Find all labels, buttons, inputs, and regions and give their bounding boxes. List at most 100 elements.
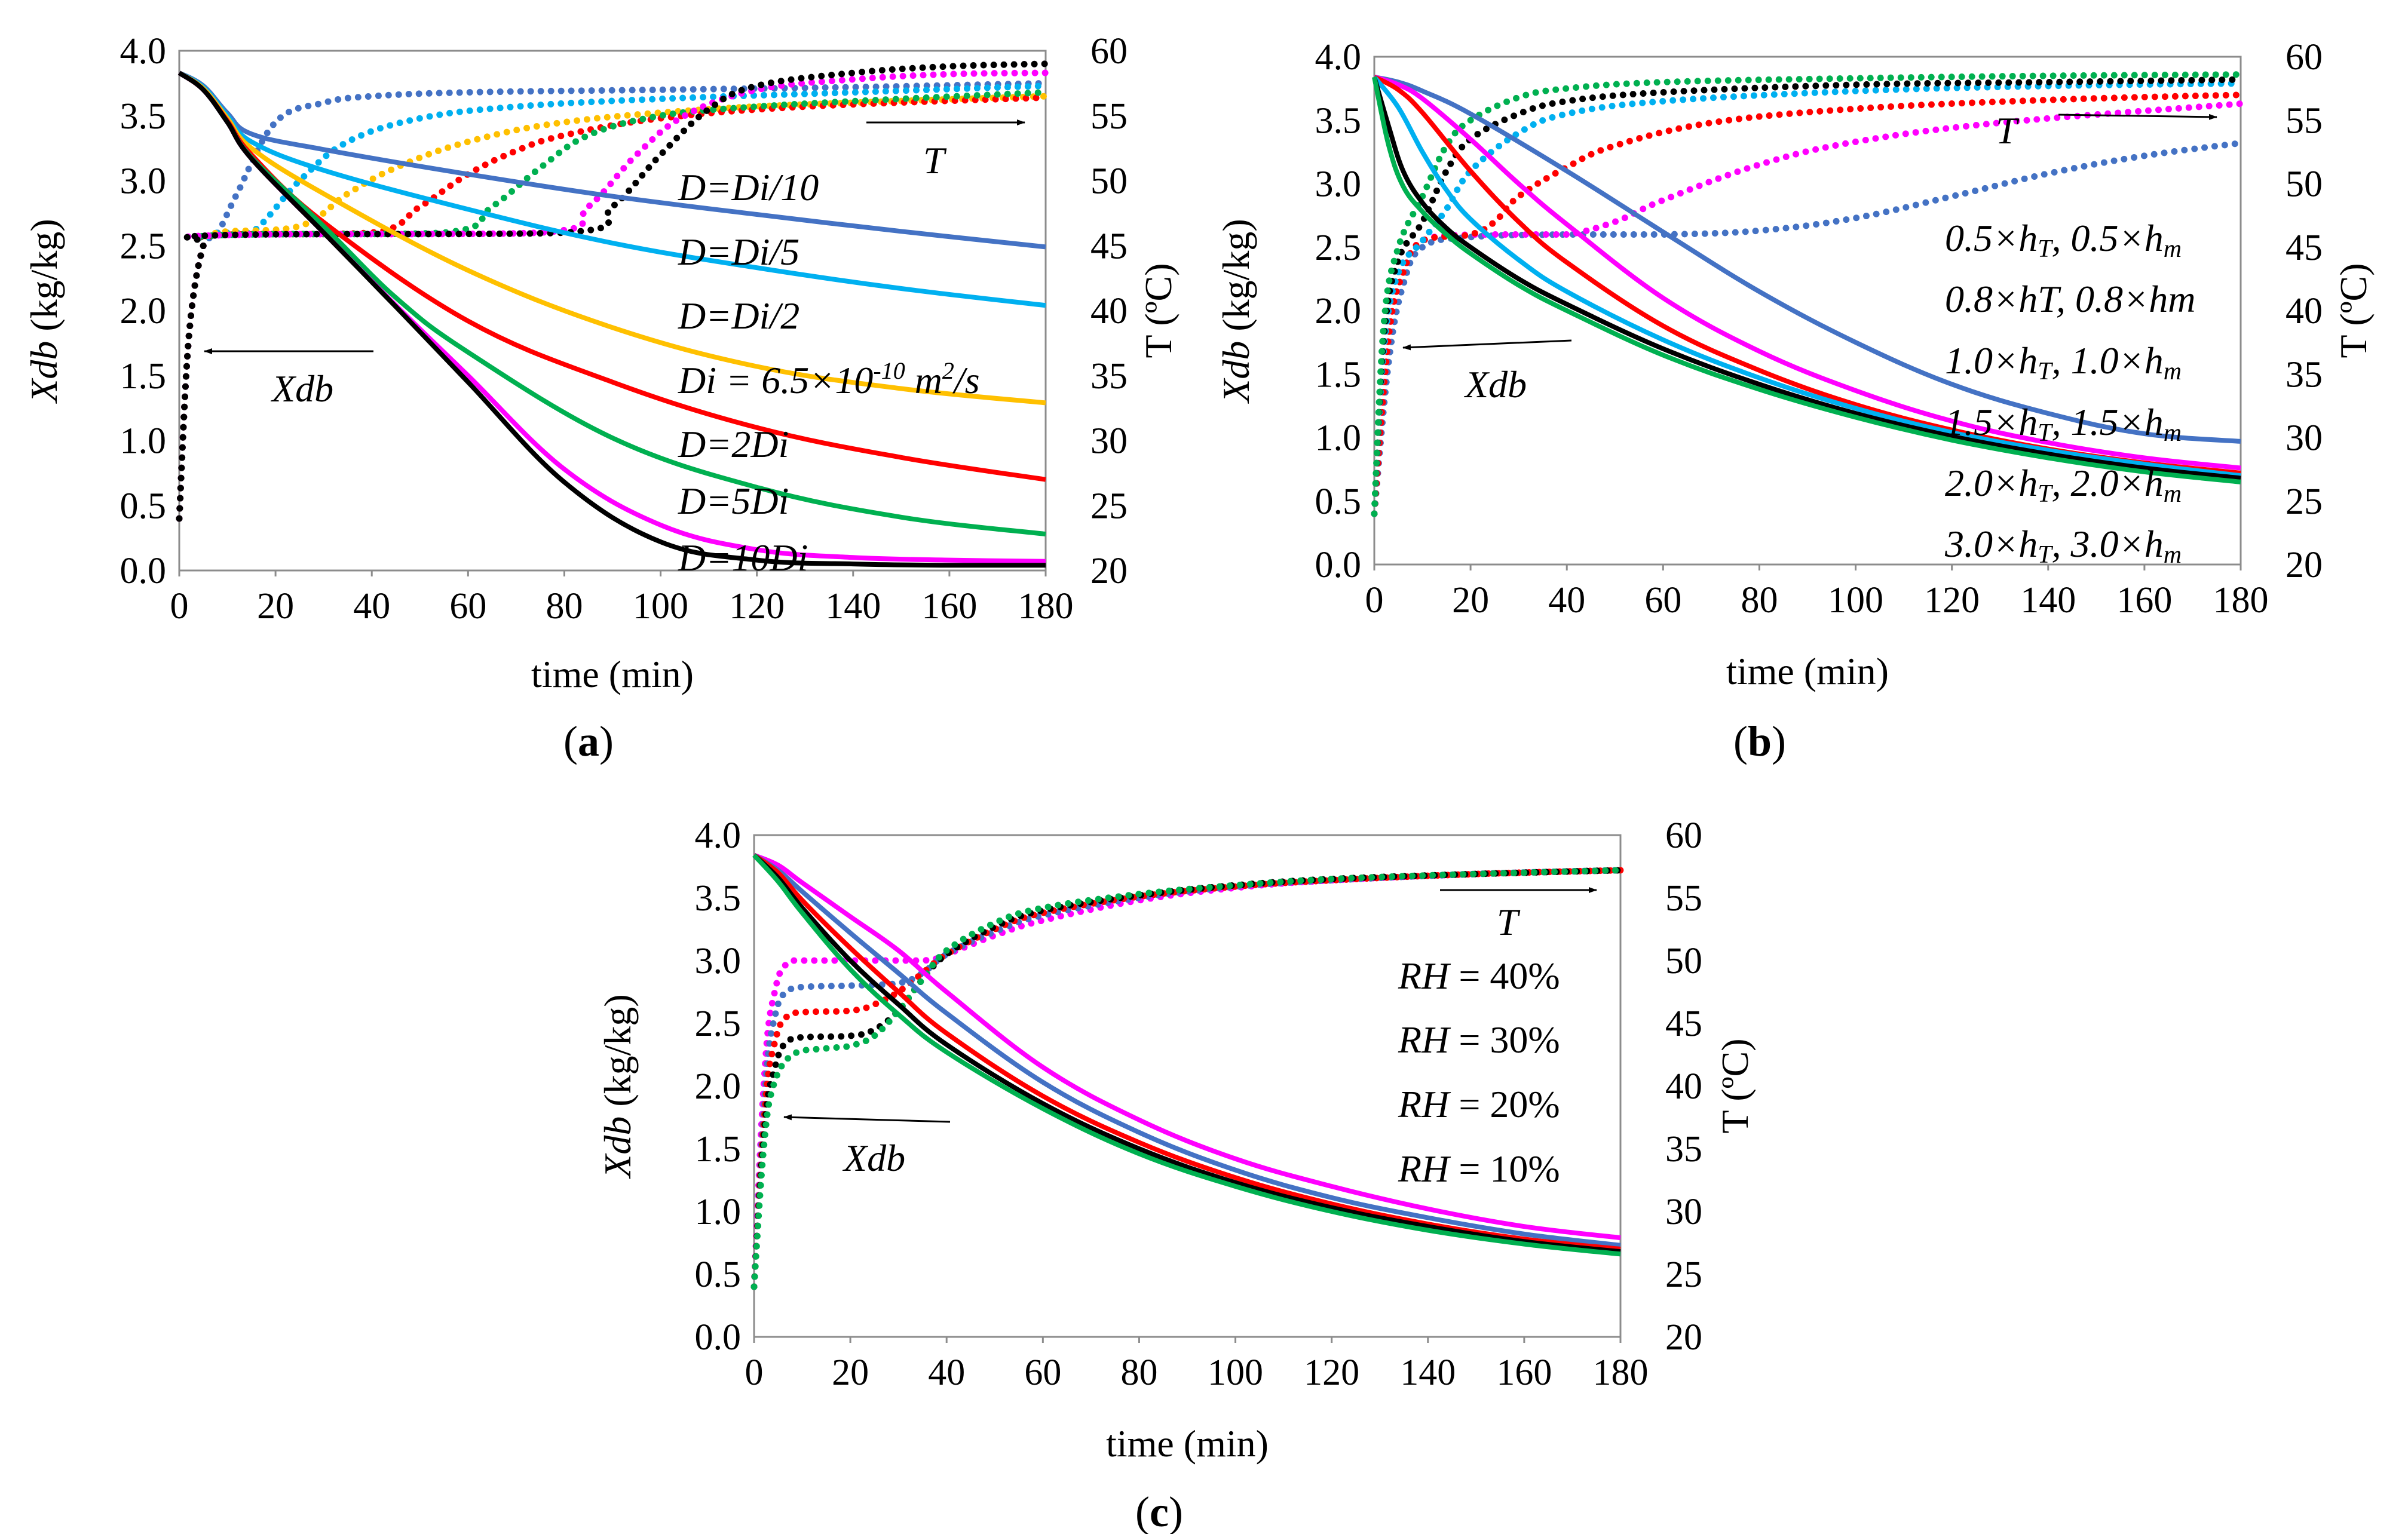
x-tick-label-b-7: 140 xyxy=(2020,580,2076,621)
y-right-tick-label-a-2: 30 xyxy=(1090,421,1128,462)
x-tick-label-c-7: 140 xyxy=(1400,1352,1456,1393)
temperature-series-a-6 xyxy=(176,60,1049,522)
y-axis-label-right-a: T (ºC) xyxy=(1137,263,1180,358)
y-left-tick-label-c-5: 2.5 xyxy=(695,1004,742,1044)
y-left-tick-label-a-5: 2.5 xyxy=(120,226,167,266)
temperature-series-a-5 xyxy=(176,69,1049,522)
plot-c-content: 0 20 40 60 80 100 120 140 160 180 0.0 0.5 1.0 1.5 2.0 2… xyxy=(695,815,1703,1393)
x-tick-label-b-8: 160 xyxy=(2116,580,2172,621)
temperature-series-c-2 xyxy=(750,867,1624,1290)
y-left-tick-label-c-2: 1.0 xyxy=(695,1192,742,1232)
moisture-series-c-3 xyxy=(752,853,1621,1254)
x-tick-label-c-0: 0 xyxy=(745,1352,764,1393)
y-right-tick-label-c-1: 25 xyxy=(1665,1254,1702,1295)
plot-a-content: 0 20 40 60 80 100 120 140 160 180 0.0 0.5 1.0 1.5 2.0 2… xyxy=(120,31,1128,627)
x-tick-label-c-6: 120 xyxy=(1304,1352,1359,1393)
arrow-xdb-b xyxy=(1402,339,1572,351)
y-right-tick-label-b-7: 55 xyxy=(2286,100,2323,141)
y-axis-label-left-c: Xdb (kg/kg) xyxy=(596,994,639,1180)
y-right-tick-label-b-4: 40 xyxy=(2286,291,2323,332)
legend-b-2: 0.8×hT, 0.8×hm xyxy=(1945,278,2195,320)
temperature-series-c-4 xyxy=(750,867,1624,1290)
y-left-tick-label-a-7: 3.5 xyxy=(120,96,167,137)
y-right-tick-label-b-0: 20 xyxy=(2286,545,2323,585)
y-right-tick-label-a-3: 35 xyxy=(1090,356,1128,397)
temperature-series-a-4 xyxy=(176,89,1049,522)
y-right-tick-label-a-6: 50 xyxy=(1090,161,1128,202)
y-left-tick-label-b-7: 3.5 xyxy=(1315,100,1362,141)
x-tick-label-a-4: 80 xyxy=(546,586,583,627)
moisture-series-c-4 xyxy=(752,853,1621,1257)
annotation-xdb-a: Xdb xyxy=(270,367,333,410)
x-tick-label-a-0: 0 xyxy=(170,586,189,627)
y-right-tick-label-c-7: 55 xyxy=(1665,878,1702,919)
y-right-tick-label-b-8: 60 xyxy=(2286,37,2323,78)
y-right-tick-label-a-7: 55 xyxy=(1090,96,1128,137)
x-tick-label-b-5: 100 xyxy=(1828,580,1883,621)
legend-a-6: D=5Di xyxy=(678,480,789,522)
y-right-tick-label-b-1: 25 xyxy=(2286,481,2323,522)
arrow-t-b xyxy=(2058,113,2217,120)
y-right-tick-label-c-4: 40 xyxy=(1665,1066,1702,1107)
x-tick-label-b-1: 20 xyxy=(1452,580,1489,621)
legend-b-5: 2.0×hT, 2.0×hm xyxy=(1945,462,2182,508)
y-left-tick-label-a-8: 4.0 xyxy=(120,31,167,72)
y-left-tick-label-b-1: 0.5 xyxy=(1315,481,1362,522)
temperature-series-a-2 xyxy=(176,93,1049,522)
x-tick-label-a-9: 180 xyxy=(1018,586,1074,627)
y-right-tick-label-b-2: 30 xyxy=(2286,418,2323,459)
y-right-tick-label-c-3: 35 xyxy=(1665,1129,1702,1170)
y-left-tick-label-c-3: 1.5 xyxy=(695,1129,742,1170)
temperature-series-a-1 xyxy=(176,82,1049,522)
legend-a-3: D=Di/2 xyxy=(678,294,799,337)
y-right-tick-label-c-0: 20 xyxy=(1665,1317,1702,1358)
y-left-tick-label-b-4: 2.0 xyxy=(1315,291,1362,332)
arrow-xdb-c xyxy=(783,1114,951,1123)
legend-b-1: 0.5×hT, 0.5×hm xyxy=(1945,217,2182,263)
y-left-tick-label-b-3: 1.5 xyxy=(1315,354,1362,395)
y-left-tick-label-a-2: 1.0 xyxy=(120,421,167,462)
annotation-xdb-b: Xdb xyxy=(1463,363,1527,406)
legend-b-3: 1.0×hT, 1.0×hm xyxy=(1945,339,2182,385)
y-left-tick-label-a-4: 2.0 xyxy=(120,291,167,332)
legend-b-4: 1.5×hT, 1.5×hm xyxy=(1945,401,2182,447)
y-right-tick-label-a-4: 40 xyxy=(1090,291,1128,332)
x-axis-label-b: time (min) xyxy=(1726,650,1889,692)
x-tick-label-b-3: 60 xyxy=(1644,580,1681,621)
moisture-series-c-1 xyxy=(752,853,1621,1248)
moisture-series-b-4 xyxy=(1372,76,2241,481)
panel-label-b: (b) xyxy=(1733,717,1786,765)
x-tick-label-c-5: 100 xyxy=(1208,1352,1263,1393)
x-tick-label-c-4: 80 xyxy=(1120,1352,1157,1393)
y-axis-label-left-a: Xdb (kg/kg) xyxy=(23,219,65,404)
y-right-tick-label-b-3: 35 xyxy=(2286,354,2323,395)
moisture-series-b-0 xyxy=(1374,75,2241,444)
y-right-tick-label-b-6: 50 xyxy=(2286,164,2323,205)
x-tick-label-b-6: 120 xyxy=(1924,580,1980,621)
temperature-series-c-3 xyxy=(750,867,1624,1290)
y-right-tick-label-a-0: 20 xyxy=(1090,551,1128,591)
x-tick-label-c-2: 40 xyxy=(928,1352,965,1393)
legend-c-1: RH = 40% xyxy=(1398,955,1560,997)
x-tick-label-b-9: 180 xyxy=(2213,580,2269,621)
legend-a-4: Di = 6.5×10-10 m2/s xyxy=(678,357,980,401)
plot-b-content: 0 20 40 60 80 100 120 140 160 180 0.0 0.5 1.0 1.5 2.0 2… xyxy=(1315,37,2323,621)
x-tick-label-a-1: 20 xyxy=(257,586,294,627)
y-left-tick-label-a-0: 0.0 xyxy=(120,551,167,591)
y-left-tick-label-b-2: 1.0 xyxy=(1315,418,1362,459)
y-left-tick-label-c-8: 4.0 xyxy=(695,815,742,856)
temperature-series-b-5 xyxy=(1371,71,2244,517)
y-right-tick-label-c-5: 45 xyxy=(1665,1004,1702,1044)
plot-area-a xyxy=(178,50,1047,572)
y-right-tick-label-c-8: 60 xyxy=(1665,815,1702,856)
x-tick-label-a-7: 140 xyxy=(825,586,881,627)
y-left-tick-label-b-8: 4.0 xyxy=(1315,37,1362,78)
panel-a: 0 20 40 60 80 100 120 140 160 180 0.0 0.5 1.0 1.5 2.0 2… xyxy=(23,31,1180,765)
x-tick-label-c-3: 60 xyxy=(1024,1352,1061,1393)
x-tick-label-a-2: 40 xyxy=(353,586,390,627)
y-axis-label-right-c: T (ºC) xyxy=(1714,1038,1756,1133)
annotation-xdb-c: Xdb xyxy=(842,1137,905,1179)
panel-b: 0 20 40 60 80 100 120 140 160 180 0.0 0.5 1.0 1.5 2.0 2… xyxy=(1215,37,2375,765)
